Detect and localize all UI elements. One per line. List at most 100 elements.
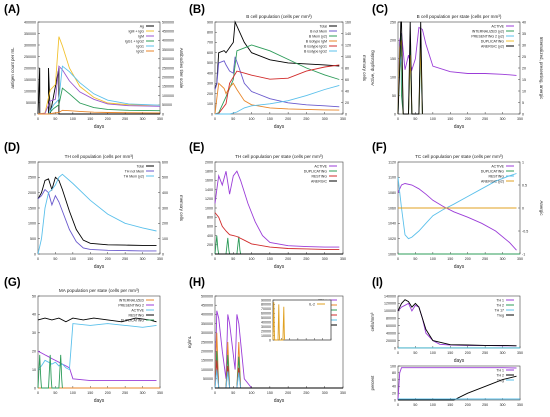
series-line-A-3 <box>38 87 161 115</box>
x-tick-label-H: 200 <box>285 391 291 395</box>
y-tick-label-I: 100000 <box>384 309 396 313</box>
y-tick-label-A: 0 <box>34 112 36 116</box>
legend-label-G-4: DUPLICATING <box>121 318 145 322</box>
legend-label-F-2: RESTING <box>488 174 504 178</box>
y-tick-label-D: 1000 <box>28 222 36 226</box>
x-tick-label-H: 300 <box>322 391 328 395</box>
y-tick-label-F: 1120 <box>388 160 396 164</box>
y-tick-label-B: 600 <box>207 51 213 55</box>
x-tick-label-E: 200 <box>285 257 291 261</box>
y2-tick-label-B: 100 <box>345 55 351 59</box>
x-tick-label-D: 350 <box>157 257 163 261</box>
x-tick-label-F: 0 <box>397 257 399 261</box>
y-tick-label-D: 3000 <box>28 160 36 164</box>
x-tick-label-H: 0 <box>214 391 216 395</box>
y-tick-label-H: 0 <box>211 386 213 390</box>
legend-label-I-1: TH 2 <box>496 303 504 307</box>
y-tick-label-E: 1400 <box>205 188 213 192</box>
legend-label-B-1: B not Mem <box>310 29 327 33</box>
y-tick-label-G: 0 <box>34 386 36 390</box>
y-tick-label-I: 140000 <box>384 294 396 298</box>
x-tick-label-H: 100 <box>249 391 255 395</box>
x-tick-label-I: 150 <box>447 351 453 355</box>
x-tick-label-I: 250 <box>482 351 488 355</box>
series-line-I-lower-0 <box>397 367 517 401</box>
y-tick-label-D: 2000 <box>28 191 36 195</box>
legend-label-D-1: TH not Mem <box>125 169 144 173</box>
y-tick-label-I: 80000 <box>386 317 396 321</box>
y-tick-label-A: 50000 <box>26 101 36 105</box>
series-line-I-lower-1 <box>398 375 517 401</box>
x-tick-label-I-lower: 100 <box>430 403 436 407</box>
legend-label-G-3: RESTING <box>128 313 144 317</box>
y2-tick-label-D: 400 <box>162 191 168 195</box>
y-tick-label-H: 150000 <box>201 359 213 363</box>
legend-label-I-lower-2: Treg <box>497 378 504 382</box>
panel-label-d: (D) <box>4 142 20 154</box>
y-tick-label-C: 150 <box>390 57 396 61</box>
series-line-G-2 <box>37 323 157 371</box>
y-tick-label-B: 800 <box>207 31 213 35</box>
y2-tick-label-C: 15 <box>522 78 526 82</box>
y2-tick-label-D: 100 <box>162 237 168 241</box>
y2-tick-label-B: 0 <box>345 112 347 116</box>
legend-label-C-4: ANERGIC (y2) <box>481 44 504 48</box>
x-tick-label-C: 50 <box>413 117 417 121</box>
x-tick-label-F: 50 <box>413 257 417 261</box>
y-tick-label-I-lower: 40 <box>392 385 396 389</box>
x-axis-label-G: days <box>94 398 105 404</box>
y-tick-label-B: 500 <box>207 61 213 65</box>
x-tick-label-B: 300 <box>322 117 328 121</box>
x-tick-label-E: 150 <box>267 257 273 261</box>
y-tick-label-I-lower: 0 <box>394 398 396 402</box>
x-tick-label-D: 200 <box>105 257 111 261</box>
x-tick-label-I-lower: 0 <box>397 403 399 407</box>
y2-axis-label-D: memory cells <box>179 195 184 222</box>
series-line-D-0 <box>37 176 157 246</box>
y-tick-label-H: 500000 <box>201 294 213 298</box>
y2-axis-label-B: memory cells <box>362 55 367 82</box>
panel-label-g: (G) <box>4 277 21 289</box>
x-tick-label-G: 250 <box>122 391 128 395</box>
y2-tick-label-D: 600 <box>162 160 168 164</box>
series-line-A-1 <box>37 36 161 115</box>
chart-title-E: TH cell population per state (cells per … <box>235 154 323 159</box>
legend-label-I-3: Treg <box>497 313 504 317</box>
x-tick-label-A: 150 <box>87 117 93 121</box>
y-tick-label-B: 400 <box>207 71 213 75</box>
y2-tick-label-B: 160 <box>345 20 351 24</box>
y-tick-label-I-lower: 60 <box>392 378 396 382</box>
x-tick-label-E: 50 <box>231 257 235 261</box>
x-tick-label-A: 300 <box>140 117 146 121</box>
legend-label-A-2: IgM <box>138 34 144 38</box>
y-axis-label-H: ng/mL <box>187 335 192 348</box>
y-tick-label-D: 500 <box>30 237 36 241</box>
y2-tick-label-C: 20 <box>522 66 526 70</box>
x-tick-label-H: 150 <box>267 391 273 395</box>
y2-tick-label-F: 0 <box>522 206 524 210</box>
legend-label-B-5: B isotype IgG2 <box>304 49 327 53</box>
x-tick-label-E: 300 <box>322 257 328 261</box>
x-tick-label-D: 150 <box>87 257 93 261</box>
series-line-B-4 <box>214 64 340 115</box>
panel-label-e: (E) <box>189 142 205 154</box>
y-tick-label-H-inset: 30000 <box>261 325 271 329</box>
y-tick-label-G: 10 <box>32 368 36 372</box>
y-tick-label-H: 450000 <box>201 304 213 308</box>
legend-label-C-2: PRESENTING 2 (y2) <box>471 34 504 38</box>
panel-label-f: (F) <box>372 142 387 154</box>
x-tick-label-I-lower: 200 <box>465 403 471 407</box>
series-line-E-1 <box>214 235 242 255</box>
y2-tick-label-C: 10 <box>522 89 526 93</box>
x-tick-label-F: 200 <box>465 257 471 261</box>
x-tick-label-I-lower: 300 <box>500 403 506 407</box>
x-tick-label-B: 350 <box>340 117 346 121</box>
y2-tick-label-D: 500 <box>162 176 168 180</box>
y-tick-label-H: 250000 <box>201 340 213 344</box>
y2-tick-label-D: 0 <box>162 252 164 256</box>
x-tick-label-G: 350 <box>157 391 163 395</box>
y-tick-label-A: 300000 <box>24 43 36 47</box>
y2-tick-label-F: -1 <box>522 252 525 256</box>
inset-frame-H <box>272 299 332 341</box>
y-tick-label-H: 200000 <box>201 350 213 354</box>
